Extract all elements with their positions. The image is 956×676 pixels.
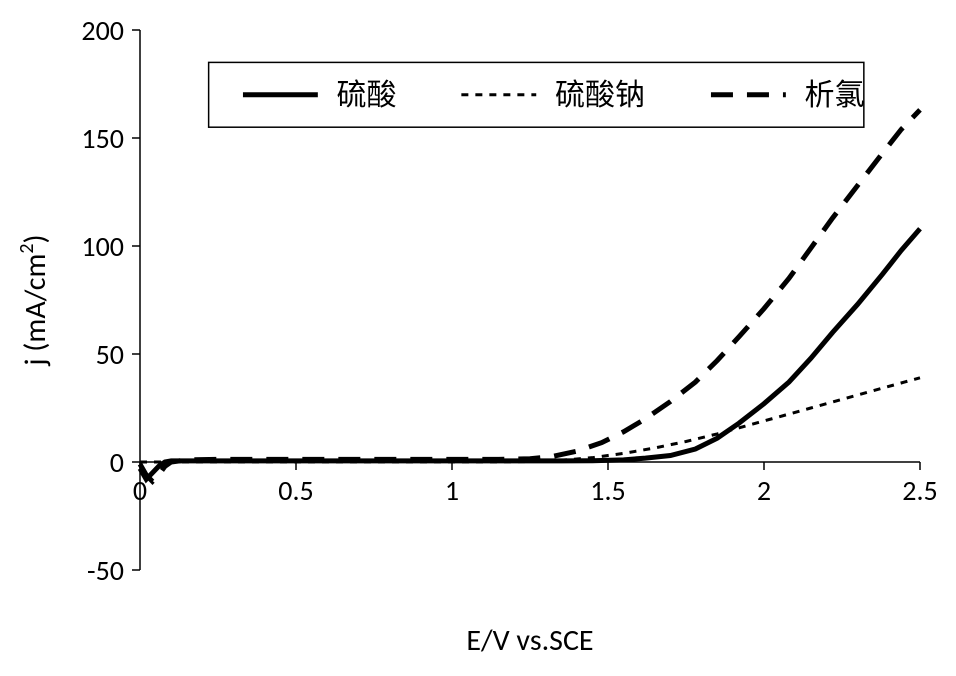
y-axis-label: j (mA/cm2) — [15, 234, 54, 366]
x-tick-label: 0.5 — [278, 473, 313, 508]
y-tick-label: 200 — [81, 13, 124, 48]
y-tick-label: 100 — [81, 229, 124, 264]
y-tick-label: 0 — [110, 445, 124, 480]
x-axis-label: E/V vs.SCE — [466, 622, 593, 659]
x-tick-label: 1 — [445, 473, 459, 508]
x-tick-label: 1.5 — [590, 473, 625, 508]
series-硫酸钠 — [140, 378, 920, 462]
y-tick-label: 50 — [96, 337, 124, 372]
x-tick-label: 2.5 — [902, 473, 937, 508]
series-析氯 — [140, 110, 920, 482]
legend-label: 析氯 — [805, 77, 865, 114]
series-硫酸 — [140, 229, 920, 480]
y-tick-label: -50 — [87, 553, 124, 588]
x-tick-label: 2 — [757, 473, 771, 508]
chart-svg: 00.511.522.5-50050100150200E/V vs.SCEj (… — [0, 0, 956, 676]
y-tick-label: 150 — [81, 121, 124, 156]
legend-label: 硫酸 — [337, 77, 397, 114]
chart-container: 00.511.522.5-50050100150200E/V vs.SCEj (… — [0, 0, 956, 676]
legend-label: 硫酸钠 — [555, 77, 645, 114]
